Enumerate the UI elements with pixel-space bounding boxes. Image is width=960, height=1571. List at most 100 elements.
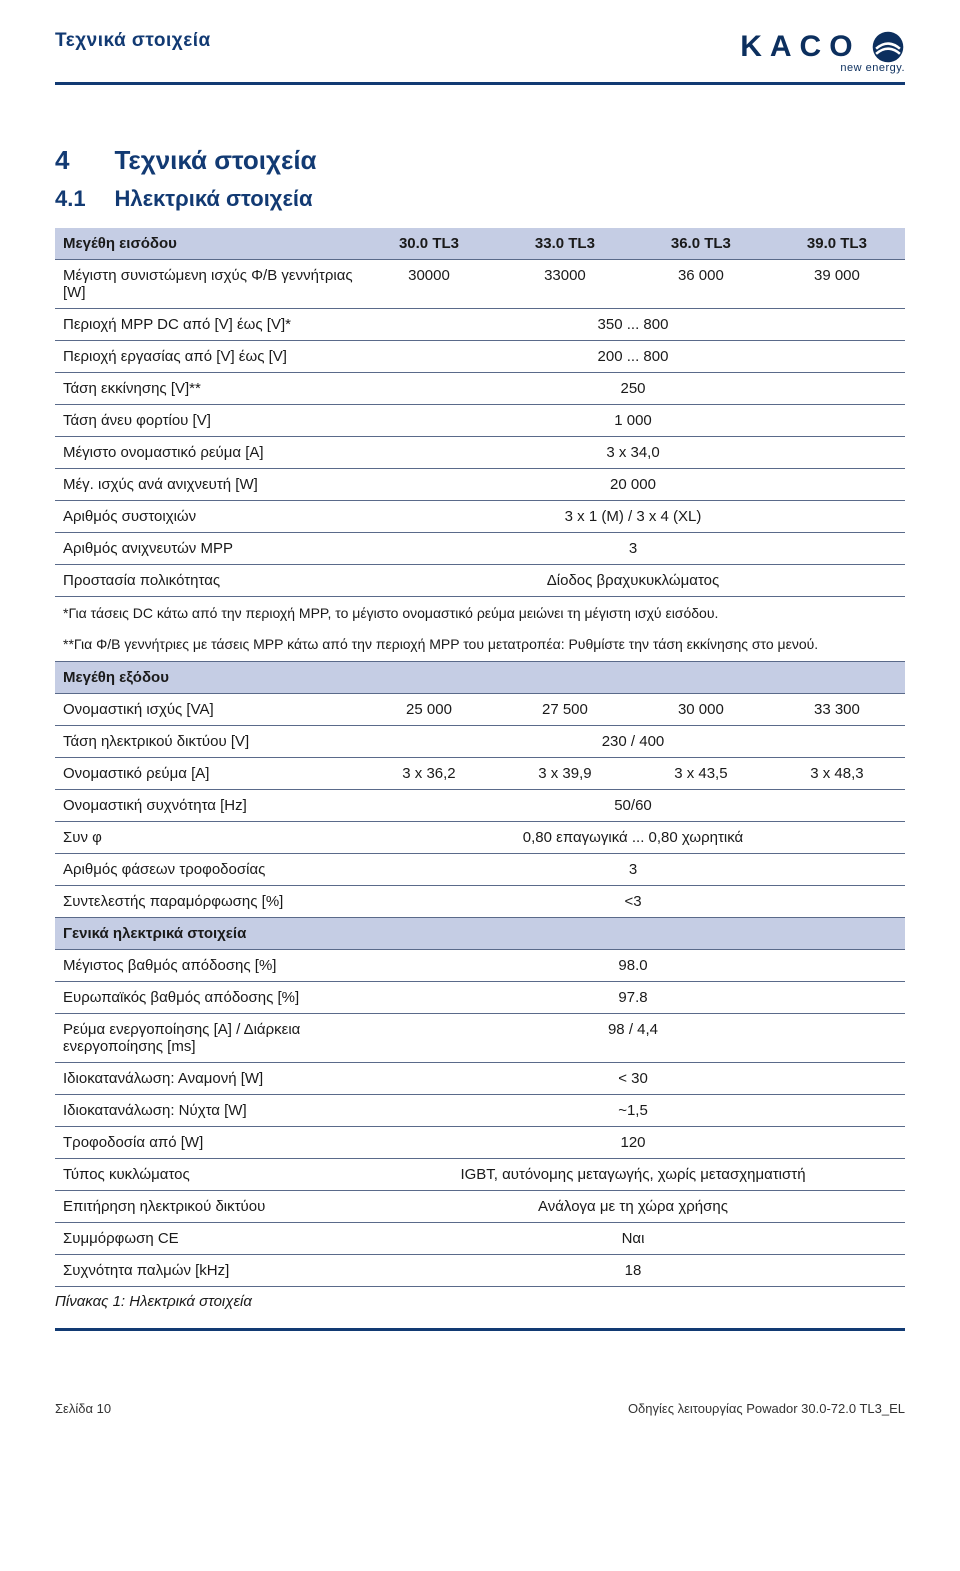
table-row: Μέγιστος βαθμός απόδοσης [%]98.0: [55, 950, 905, 982]
row-value: 20 000: [361, 469, 905, 501]
row-label: Τάση εκκίνησης [V]**: [55, 373, 361, 405]
row-value: 230 / 400: [361, 726, 905, 758]
row-value: 30000: [361, 260, 497, 309]
table-row: Τάση ηλεκτρικού δικτύου [V]230 / 400: [55, 726, 905, 758]
subsection-title: Ηλεκτρικά στοιχεία: [114, 186, 312, 211]
table-row: Προστασία πολικότηταςΔίοδος βραχυκυκλώμα…: [55, 565, 905, 597]
row-value: 98 / 4,4: [361, 1014, 905, 1063]
row-label: Συχνότητα παλμών [kHz]: [55, 1255, 361, 1287]
table-caption: Πίνακας 1: Ηλεκτρικά στοιχεία: [55, 1287, 905, 1310]
table-row: Συμμόρφωση CEΝαι: [55, 1223, 905, 1255]
breadcrumb: Τεχνικά στοιχεία: [55, 30, 211, 52]
row-label: Επιτήρηση ηλεκτρικού δικτύου: [55, 1191, 361, 1223]
logo-text: KACO: [740, 30, 860, 64]
brand-logo: KACO new energy.: [740, 30, 905, 74]
row-value: 0,80 επαγωγικά ... 0,80 χωρητικά: [361, 822, 905, 854]
table-row: Ευρωπαϊκός βαθμός απόδοσης [%]97.8: [55, 982, 905, 1014]
row-label: Ονομαστικό ρεύμα [A]: [55, 758, 361, 790]
row-value: 18: [361, 1255, 905, 1287]
row-value: 98.0: [361, 950, 905, 982]
row-value: 3 x 34,0: [361, 437, 905, 469]
row-label: Αριθμός φάσεων τροφοδοσίας: [55, 854, 361, 886]
table-row: Περιοχή MPP DC από [V] έως [V]*350 ... 8…: [55, 309, 905, 341]
table-row: Ονομαστική ισχύς [VA]25 00027 50030 0003…: [55, 694, 905, 726]
row-value: 120: [361, 1127, 905, 1159]
table-note: *Για τάσεις DC κάτω από την περιοχή MPP,…: [55, 597, 905, 628]
table-row: Συχνότητα παλμών [kHz]18: [55, 1255, 905, 1287]
header-col: 39.0 TL3: [769, 228, 905, 260]
row-value: Ναι: [361, 1223, 905, 1255]
table-row: Ιδιοκατανάλωση: Νύχτα [W]~1,5: [55, 1095, 905, 1127]
table-section-header: Γενικά ηλεκτρικά στοιχεία: [55, 918, 905, 950]
table-section-header: Μεγέθη εξόδου: [55, 662, 905, 694]
row-value: 1 000: [361, 405, 905, 437]
row-label: Τάση ηλεκτρικού δικτύου [V]: [55, 726, 361, 758]
header-label: Μεγέθη εισόδου: [55, 228, 361, 260]
table-row: Τάση άνευ φορτίου [V]1 000: [55, 405, 905, 437]
row-value: 33 300: [769, 694, 905, 726]
row-label: Συν φ: [55, 822, 361, 854]
table-row: Τροφοδοσία από [W]120: [55, 1127, 905, 1159]
row-value: 350 ... 800: [361, 309, 905, 341]
row-value: 3 x 1 (M) / 3 x 4 (XL): [361, 501, 905, 533]
row-label: Ιδιοκατανάλωση: Νύχτα [W]: [55, 1095, 361, 1127]
header-col: 33.0 TL3: [497, 228, 633, 260]
table-row: Ονομαστικό ρεύμα [A]3 x 36,23 x 39,9 3 x …: [55, 758, 905, 790]
row-value: 25 000: [361, 694, 497, 726]
row-value: IGBT, αυτόνομης μεταγωγής, χωρίς μετασχη…: [361, 1159, 905, 1191]
table-row: Τάση εκκίνησης [V]**250: [55, 373, 905, 405]
subsection-heading: 4.1 Ηλεκτρικά στοιχεία: [55, 186, 905, 212]
section-title: Τεχνικά στοιχεία: [114, 145, 316, 175]
table-row: Μέγ. ισχύς ανά ανιχνευτή [W]20 000: [55, 469, 905, 501]
spec-table: Μεγέθη εισόδου 30.0 TL3 33.0 TL3 36.0 TL…: [55, 228, 905, 1287]
table-header: Μεγέθη εισόδου 30.0 TL3 33.0 TL3 36.0 TL…: [55, 228, 905, 260]
row-label: Ονομαστική ισχύς [VA]: [55, 694, 361, 726]
section-number: 4: [55, 145, 110, 176]
row-label: Τύπος κυκλώματος: [55, 1159, 361, 1191]
row-label: Ευρωπαϊκός βαθμός απόδοσης [%]: [55, 982, 361, 1014]
table-row: Ιδιοκατανάλωση: Αναμονή [W]< 30: [55, 1063, 905, 1095]
row-label: Ονομαστική συχνότητα [Hz]: [55, 790, 361, 822]
row-value: 3: [361, 854, 905, 886]
page-footer: Σελίδα 10 Οδηγίες λειτουργίας Powador 30…: [55, 1401, 905, 1416]
row-label: Συμμόρφωση CE: [55, 1223, 361, 1255]
divider: [55, 82, 905, 85]
row-value: < 30: [361, 1063, 905, 1095]
table-row: Συντελεστής παραμόρφωσης [%]<3: [55, 886, 905, 918]
row-value: Ανάλογα με τη χώρα χρήσης: [361, 1191, 905, 1223]
table-row: Αριθμός ανιχνευτών MPP3: [55, 533, 905, 565]
row-value: 3 x 48,3: [769, 758, 905, 790]
row-label: Ιδιοκατανάλωση: Αναμονή [W]: [55, 1063, 361, 1095]
row-label: Περιοχή MPP DC από [V] έως [V]*: [55, 309, 361, 341]
table-row: Ονομαστική συχνότητα [Hz]50/60: [55, 790, 905, 822]
swirl-icon: [871, 30, 905, 64]
page-number: Σελίδα 10: [55, 1401, 111, 1416]
table-row: Περιοχή εργασίας από [V] έως [V]200 ... …: [55, 341, 905, 373]
row-value: Δίοδος βραχυκυκλώματος: [361, 565, 905, 597]
table-row: Μέγιστο ονομαστικό ρεύμα [A]3 x 34,0: [55, 437, 905, 469]
row-label: Περιοχή εργασίας από [V] έως [V]: [55, 341, 361, 373]
row-value: 3 x 36,2: [361, 758, 497, 790]
row-value: 27 500: [497, 694, 633, 726]
row-label: Ρεύμα ενεργοποίησης [A] / Διάρκεια ενεργ…: [55, 1014, 361, 1063]
table-note: **Για Φ/Β γεννήτριες με τάσεις MPP κάτω …: [55, 628, 905, 662]
row-value: 50/60: [361, 790, 905, 822]
row-value: 33000: [497, 260, 633, 309]
table-row: Ρεύμα ενεργοποίησης [A] / Διάρκεια ενεργ…: [55, 1014, 905, 1063]
header-col: 36.0 TL3: [633, 228, 769, 260]
table-row: Τύπος κυκλώματοςIGBT, αυτόνομης μεταγωγή…: [55, 1159, 905, 1191]
table-row: Αριθμός φάσεων τροφοδοσίας3: [55, 854, 905, 886]
row-value: 3 x 39,9: [497, 758, 633, 790]
row-label: Αριθμός συστοιχιών: [55, 501, 361, 533]
section-heading: 4 Τεχνικά στοιχεία: [55, 145, 905, 176]
table-row: Μέγιστη συνιστώμενη ισχύς Φ/Β γεννήτριας…: [55, 260, 905, 309]
row-label: Αριθμός ανιχνευτών MPP: [55, 533, 361, 565]
header-col: 30.0 TL3: [361, 228, 497, 260]
subsection-number: 4.1: [55, 186, 110, 212]
row-value: <3: [361, 886, 905, 918]
document-ref: Οδηγίες λειτουργίας Powador 30.0-72.0 TL…: [628, 1401, 905, 1416]
row-label: Μέγιστο ονομαστικό ρεύμα [A]: [55, 437, 361, 469]
row-label: Μέγ. ισχύς ανά ανιχνευτή [W]: [55, 469, 361, 501]
row-label: Μέγιστος βαθμός απόδοσης [%]: [55, 950, 361, 982]
row-label: Συντελεστής παραμόρφωσης [%]: [55, 886, 361, 918]
